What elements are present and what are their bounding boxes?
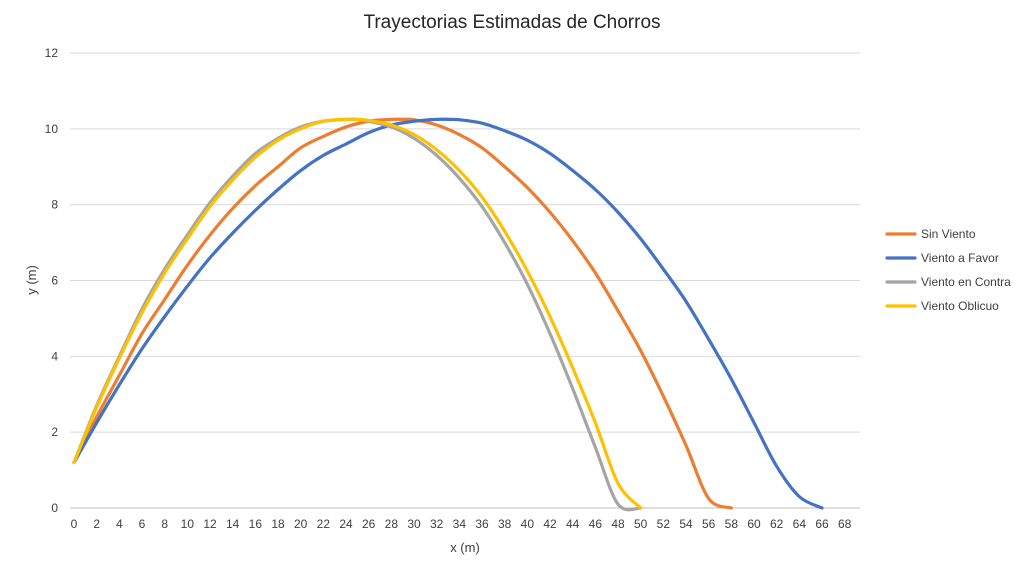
legend-label: Sin Viento: [921, 227, 976, 241]
x-tick-label: 2: [93, 517, 100, 531]
x-tick-label: 46: [589, 517, 603, 531]
x-tick-label: 12: [203, 517, 217, 531]
y-tick-label: 4: [51, 349, 58, 363]
x-tick-label: 4: [116, 517, 123, 531]
x-tick-label: 38: [498, 517, 512, 531]
legend-item-viento-oblicuo[interactable]: Viento Oblicuo: [885, 299, 999, 313]
x-tick-label: 66: [815, 517, 829, 531]
x-tick-label: 64: [793, 517, 807, 531]
legend[interactable]: Sin Viento Viento a Favor Viento en Contra…: [885, 227, 1011, 313]
x-tick-label: 34: [453, 517, 467, 531]
y-tick-label: 12: [45, 46, 59, 60]
x-tick-label: 22: [317, 517, 331, 531]
x-tick-label: 52: [657, 517, 671, 531]
x-tick-label: 62: [770, 517, 784, 531]
series-line-viento-a-favor: [72, 117, 824, 510]
x-tick-label: 68: [838, 517, 852, 531]
series-line-sin-viento: [72, 117, 733, 510]
x-tick-label: 28: [385, 517, 399, 531]
legend-item-viento-a-favor[interactable]: Viento a Favor: [885, 251, 999, 265]
x-tick-label: 40: [521, 517, 535, 531]
x-tick-label: 16: [249, 517, 263, 531]
legend-item-sin-viento[interactable]: Sin Viento: [885, 227, 976, 241]
y-tick-label: 8: [51, 198, 58, 212]
x-axis-title: x (m): [450, 540, 480, 555]
x-tick-label: 32: [430, 517, 444, 531]
x-tick-label: 6: [139, 517, 146, 531]
legend-label: Viento Oblicuo: [921, 299, 999, 313]
x-tick-label: 60: [747, 517, 761, 531]
legend-label: Viento en Contra: [921, 275, 1011, 289]
x-tick-label: 36: [475, 517, 489, 531]
x-tick-label: 24: [339, 517, 353, 531]
series-line-viento-oblicuo: [72, 117, 643, 510]
x-tick-label: 10: [181, 517, 195, 531]
x-tick-label: 54: [679, 517, 693, 531]
x-tick-label: 14: [226, 517, 240, 531]
x-tick-label: 58: [725, 517, 739, 531]
x-tick-label: 20: [294, 517, 308, 531]
x-tick-label: 44: [566, 517, 580, 531]
x-tick-label: 30: [407, 517, 421, 531]
x-tick-label: 0: [71, 517, 78, 531]
y-tick-label: 6: [51, 274, 58, 288]
series-lines: [72, 117, 824, 512]
x-tick-label: 18: [271, 517, 285, 531]
y-tick-label: 0: [51, 501, 58, 515]
y-tick-label: 10: [45, 122, 59, 136]
chart-title: Trayectorias Estimadas de Chorros: [363, 12, 660, 33]
x-tick-label: 48: [611, 517, 625, 531]
x-tick-label: 26: [362, 517, 376, 531]
x-tick-label: 50: [634, 517, 648, 531]
y-tick-label: 2: [51, 425, 58, 439]
legend-label: Viento a Favor: [921, 251, 999, 265]
y-axis-title: y (m): [24, 265, 39, 295]
x-tick-label: 56: [702, 517, 716, 531]
gridlines: [70, 52, 860, 433]
x-tick-label: 8: [161, 517, 168, 531]
x-tick-label: 42: [543, 517, 557, 531]
legend-item-viento-en-contra[interactable]: Viento en Contra: [885, 275, 1011, 289]
